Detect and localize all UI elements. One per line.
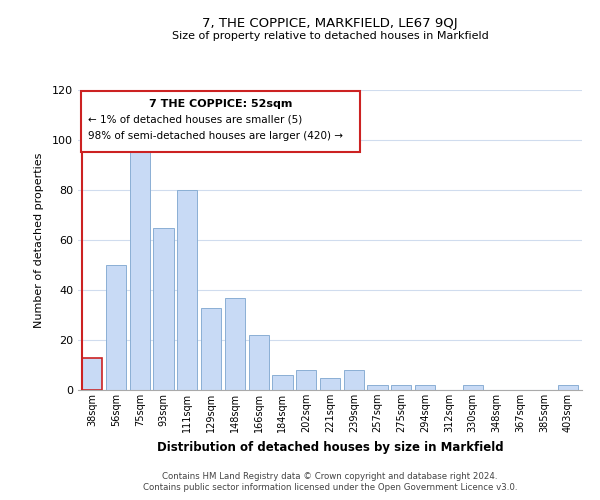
Bar [391,385,412,390]
Text: ← 1% of detached houses are smaller (5): ← 1% of detached houses are smaller (5) [88,115,302,125]
Bar [201,308,221,390]
Bar [106,265,126,390]
FancyBboxPatch shape [80,92,360,152]
Bar [367,385,388,390]
Bar [296,370,316,390]
Text: Contains public sector information licensed under the Open Government Licence v3: Contains public sector information licen… [143,484,517,492]
Y-axis label: Number of detached properties: Number of detached properties [34,152,44,328]
Text: Size of property relative to detached houses in Markfield: Size of property relative to detached ho… [172,31,488,41]
Bar [177,190,197,390]
Bar [248,335,269,390]
Text: 7, THE COPPICE, MARKFIELD, LE67 9QJ: 7, THE COPPICE, MARKFIELD, LE67 9QJ [202,18,458,30]
Text: 98% of semi-detached houses are larger (420) →: 98% of semi-detached houses are larger (… [88,132,343,141]
Bar [154,228,173,390]
Bar [272,375,293,390]
Text: Contains HM Land Registry data © Crown copyright and database right 2024.: Contains HM Land Registry data © Crown c… [162,472,498,481]
Bar [557,385,578,390]
Bar [82,358,103,390]
Bar [225,298,245,390]
Bar [415,385,435,390]
Bar [320,378,340,390]
Text: 7 THE COPPICE: 52sqm: 7 THE COPPICE: 52sqm [149,99,292,109]
X-axis label: Distribution of detached houses by size in Markfield: Distribution of detached houses by size … [157,440,503,454]
Bar [344,370,364,390]
Bar [463,385,483,390]
Bar [130,148,150,390]
